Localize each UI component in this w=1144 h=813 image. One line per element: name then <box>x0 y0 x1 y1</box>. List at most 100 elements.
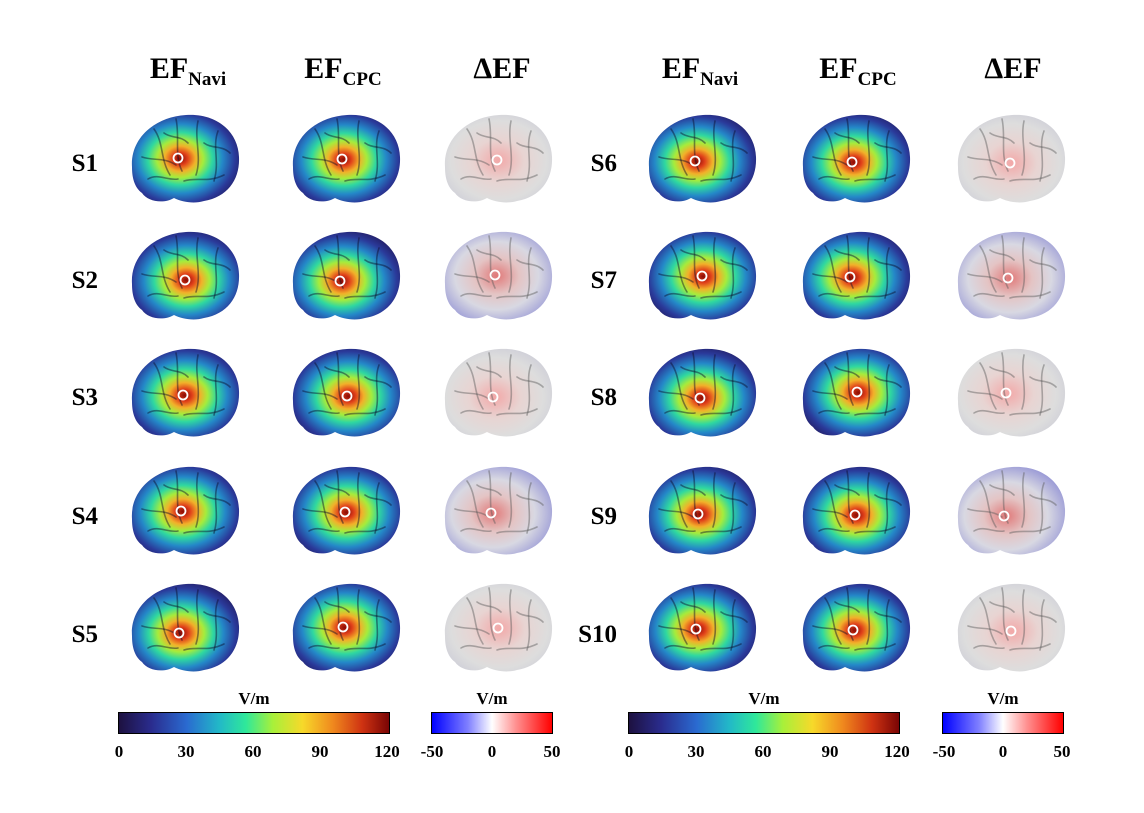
brain-sulcus <box>834 249 860 261</box>
brain-sulcus <box>163 366 189 378</box>
brain-sulcus <box>183 643 225 651</box>
colorbar-tick: 120 <box>884 742 910 761</box>
brain-field-map <box>648 231 757 320</box>
brain-sulcus <box>302 625 338 635</box>
brain-sulcus <box>884 482 890 534</box>
brain-sulcus <box>147 644 179 650</box>
brain-sulcus <box>854 291 896 299</box>
header-sub: Navi <box>188 69 227 90</box>
brain-sulcus <box>1001 235 1009 289</box>
brain-field-map <box>802 114 911 203</box>
brain-sulcus <box>476 132 502 144</box>
header-ef-navi-left: EFNavi <box>118 52 258 91</box>
brain-sulcus <box>356 589 361 645</box>
brain-sulcus <box>526 130 532 182</box>
brain-sulcus <box>1021 472 1026 528</box>
brain-difference-map <box>444 114 553 203</box>
brain-sulcus <box>141 625 177 635</box>
brain-sulcus <box>508 354 513 410</box>
brain-sulcus <box>664 409 696 415</box>
brain-sulcus <box>314 362 332 410</box>
brain-sulcus <box>700 643 742 651</box>
brain-sulcus <box>356 354 361 410</box>
colorbar-unit: V/m <box>987 689 1019 708</box>
brain-sulcus <box>147 409 179 415</box>
brain-sulcus <box>213 482 219 534</box>
brain-sulcus <box>712 237 717 293</box>
colorbar-tick: 0 <box>998 742 1008 761</box>
brain-sulcus <box>466 128 484 176</box>
brain-sulcus <box>854 643 896 651</box>
brain-field-map <box>131 231 240 320</box>
brain-sulcus <box>476 601 502 613</box>
brain-sulcus <box>700 408 742 416</box>
brain-sulcus <box>824 480 842 528</box>
brain-sulcus <box>730 482 736 534</box>
brain-sulcus <box>147 527 179 533</box>
brain-sulcus <box>979 128 997 176</box>
coil-target-marker <box>1002 272 1014 284</box>
brain-sulcus <box>1009 408 1051 416</box>
coil-target-marker <box>849 509 861 521</box>
brain-sulcus <box>818 644 850 650</box>
brain-sulcus <box>1029 611 1057 623</box>
brain-surface <box>131 348 240 437</box>
brain-sulcus <box>664 527 696 533</box>
brain-sulcus <box>488 470 496 524</box>
brain-sulcus <box>516 494 544 506</box>
brain-field-map <box>648 114 757 203</box>
brain-sulcus <box>488 118 496 172</box>
brain-sulcus <box>516 259 544 271</box>
coil-target-marker <box>998 510 1010 522</box>
brain-sulcus <box>488 587 496 641</box>
brain-sulcus <box>344 174 386 182</box>
brain-difference-map <box>444 583 553 672</box>
header-ef-navi-right: EFNavi <box>630 52 770 91</box>
brain-sulcus <box>989 132 1015 144</box>
brain-sulcus <box>824 597 842 645</box>
brain-sulcus <box>1029 142 1057 154</box>
brain-sulcus <box>1039 130 1045 182</box>
colorbar-tick: 0 <box>487 742 497 761</box>
brain-difference-map <box>957 348 1066 437</box>
colorbar-tick: 30 <box>687 742 705 761</box>
brain-sulcus <box>1001 587 1009 641</box>
brain-surface <box>648 466 757 555</box>
brain-sulcus <box>692 587 700 641</box>
brain-sulcus <box>854 174 896 182</box>
brain-sulcus <box>670 597 688 645</box>
brain-sulcus <box>670 362 688 410</box>
brain-field-map <box>292 583 401 672</box>
brain-sulcus <box>364 142 392 154</box>
brain-sulcus <box>496 526 538 534</box>
brain-sulcus <box>680 132 706 144</box>
brain-sulcus <box>141 390 177 400</box>
brain-sulcus <box>302 273 338 283</box>
brain-surface <box>957 466 1066 555</box>
coil-target-marker <box>337 621 349 633</box>
brain-sulcus <box>336 352 344 406</box>
brain-sulcus <box>818 175 850 181</box>
brain-sulcus <box>1021 354 1026 410</box>
brain-sulcus <box>476 484 502 496</box>
brain-sulcus <box>460 644 492 650</box>
brain-sulcus <box>324 249 350 261</box>
brain-field-map <box>648 583 757 672</box>
header-delta-ef-right: ΔEF <box>943 52 1083 91</box>
brain-sulcus <box>1029 494 1057 506</box>
brain-sulcus <box>818 527 850 533</box>
coil-target-marker <box>851 386 863 398</box>
brain-surface <box>802 348 911 437</box>
brain-sulcus <box>973 175 1005 181</box>
brain-sulcus <box>874 259 902 271</box>
header-sub: Navi <box>700 69 739 90</box>
brain-sulcus <box>466 480 484 528</box>
brain-sulcus <box>700 526 742 534</box>
brain-surface <box>292 348 401 437</box>
brain-sulcus <box>344 408 386 416</box>
brain-sulcus <box>979 597 997 645</box>
brain-surface <box>292 466 401 555</box>
header-main: ΔEF <box>984 52 1042 85</box>
colorbar-tick: 60 <box>244 742 262 761</box>
coil-target-marker <box>690 623 702 635</box>
